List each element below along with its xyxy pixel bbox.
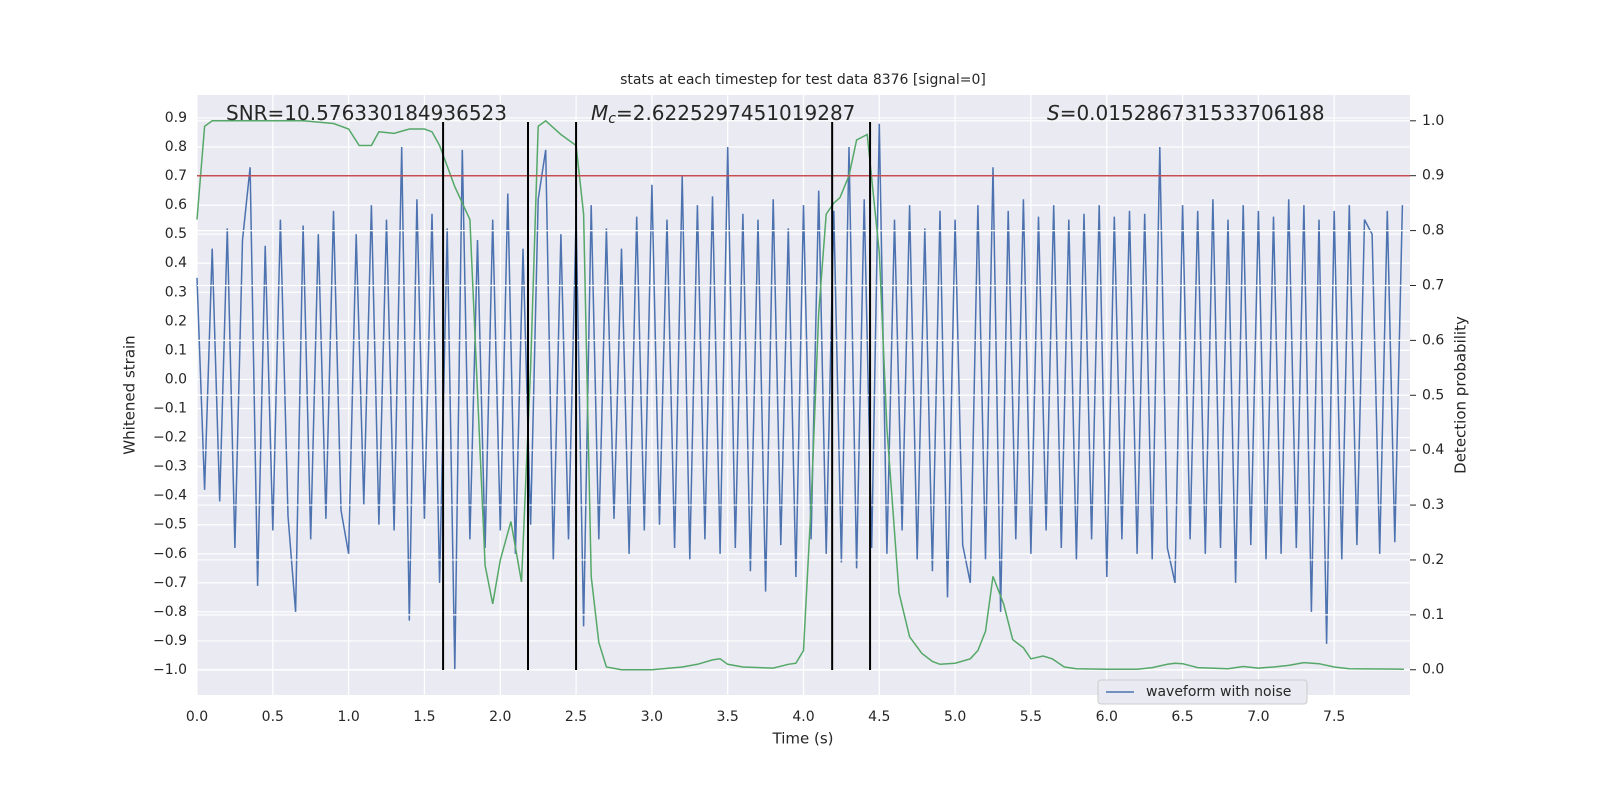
- legend-box: [1097, 679, 1308, 705]
- y2-tick-label: 0.5: [1422, 387, 1444, 403]
- y2-tick-label: 0.2: [1422, 552, 1444, 568]
- y-tick-label: 0.6: [165, 197, 187, 213]
- y-tick-label: −1.0: [153, 662, 187, 678]
- y-tick-label: −0.1: [153, 401, 187, 417]
- x-tick-label: 7.5: [1323, 709, 1345, 725]
- x-tick-label: 4.0: [792, 709, 814, 725]
- annotation-subscript: c: [608, 111, 616, 127]
- x-tick-label: 0.0: [186, 709, 208, 725]
- y-tick-label: 0.7: [165, 168, 187, 184]
- x-tick-label: 6.0: [1096, 709, 1118, 725]
- y-tick-label: −0.5: [153, 517, 187, 533]
- y2-tick-label: 0.1: [1422, 607, 1444, 623]
- annotation: Mc=2.6225297451019287: [591, 101, 855, 128]
- x-tick-label: 3.0: [641, 709, 663, 725]
- y2-tick-label: 0.3: [1422, 497, 1444, 513]
- series-line: [196, 123, 1404, 671]
- x-tick-label: 5.5: [1020, 709, 1042, 725]
- y-tick-label: −0.2: [153, 430, 187, 446]
- series-line: [196, 119, 1404, 671]
- y2-tick-label: 0.8: [1422, 223, 1444, 239]
- chart-title: stats at each timestep for test data 837…: [620, 72, 986, 88]
- y-tick-label: 0.4: [165, 255, 187, 271]
- legend-label: waveform with noise: [1146, 684, 1291, 700]
- y-tick-label: −0.8: [153, 604, 187, 620]
- annotation-symbol: S: [1047, 101, 1060, 125]
- y-tick-label: −0.9: [153, 633, 187, 649]
- x-tick-label: 4.5: [868, 709, 890, 725]
- x-axis-label: Time (s): [772, 730, 834, 748]
- x-tick-label: 0.5: [262, 709, 284, 725]
- annotation: S=0.015286731533706188: [1047, 101, 1325, 125]
- y2-tick-label: 0.6: [1422, 332, 1444, 348]
- annotation-text: =2.6225297451019287: [616, 101, 855, 125]
- annotation: SNR=10.576330184936523: [226, 101, 507, 125]
- y-tick-label: 0.0: [165, 371, 187, 387]
- y-tick-label: 0.8: [165, 139, 187, 155]
- y2-tick-label: 0.7: [1422, 277, 1444, 293]
- x-tick-label: 1.5: [413, 709, 435, 725]
- y2-tick-label: 0.4: [1422, 442, 1444, 458]
- over-layer: [196, 119, 1410, 671]
- y2-tick-label: 1.0: [1422, 113, 1444, 129]
- x-tick-label: 7.0: [1247, 709, 1269, 725]
- y-tick-label: 0.5: [165, 226, 187, 242]
- y-tick-label: 0.9: [165, 110, 187, 126]
- y-tick-label: 0.3: [165, 284, 187, 300]
- annotation-text: SNR=10.576330184936523: [226, 101, 507, 125]
- y2-tick-label: 0.9: [1422, 168, 1444, 184]
- y-tick-label: −0.7: [153, 575, 187, 591]
- x-tick-label: 1.0: [337, 709, 359, 725]
- annotation-text: =0.015286731533706188: [1060, 101, 1325, 125]
- y-tick-label: −0.4: [153, 488, 187, 504]
- y2-axis-label: Detection probability: [1452, 316, 1470, 474]
- y-tick-label: −0.3: [153, 459, 187, 475]
- x-tick-label: 2.0: [489, 709, 511, 725]
- y-tick-label: −0.6: [153, 546, 187, 562]
- x-tick-label: 6.5: [1171, 709, 1193, 725]
- x-tick-label: 3.5: [717, 709, 739, 725]
- y2-tick-label: 0.0: [1422, 662, 1444, 678]
- x-tick-label: 5.0: [944, 709, 966, 725]
- y-axis-label: Whitened strain: [121, 335, 139, 454]
- annotation-symbol: M: [591, 101, 608, 125]
- y-tick-label: 0.2: [165, 313, 187, 329]
- y-tick-label: 0.1: [165, 342, 187, 358]
- x-tick-label: 2.5: [565, 709, 587, 725]
